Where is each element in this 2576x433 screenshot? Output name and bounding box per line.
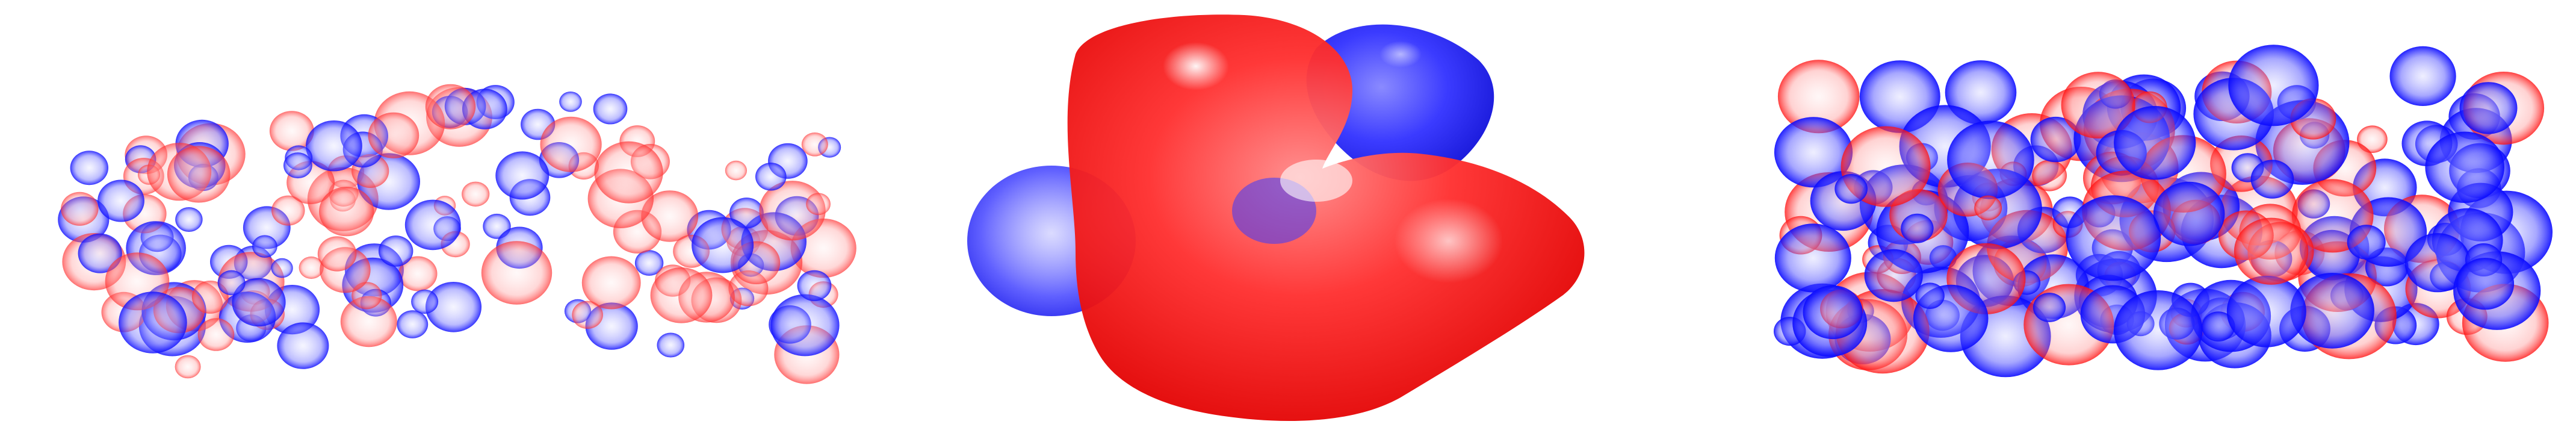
specular-highlight-blue — [1379, 41, 1422, 67]
positive-lobe — [232, 278, 286, 327]
negative-lobe — [1774, 223, 1851, 293]
negative-lobe — [1901, 213, 1934, 243]
negative-lobe — [175, 207, 203, 232]
negative-lobe — [78, 233, 122, 273]
negative-lobe — [2226, 275, 2306, 347]
inner-cavity — [1280, 160, 1352, 202]
negative-lobe — [2404, 233, 2471, 293]
negative-lobe-top-right — [1306, 24, 1494, 181]
negative-lobe — [755, 163, 787, 191]
negative-lobe — [368, 112, 420, 158]
negative-lobe — [1803, 285, 1863, 340]
positive-lobe — [317, 236, 357, 272]
positive-lobe — [425, 84, 476, 129]
positive-lobe — [801, 132, 828, 157]
negative-lobe — [191, 281, 229, 314]
orbital-lobes-right — [1774, 45, 2553, 378]
positive-lobe — [1777, 60, 1860, 134]
negative-lobe — [650, 267, 713, 323]
negative-lobe — [197, 318, 235, 351]
orbital-panel-right — [1717, 0, 2576, 433]
negative-lobe — [1915, 282, 1945, 309]
negative-lobe — [657, 332, 685, 358]
negative-lobe — [2033, 293, 2066, 322]
orbital-render-center — [967, 14, 1585, 421]
negative-lobe — [572, 301, 603, 329]
negative-lobe — [2228, 45, 2319, 126]
negative-lobe — [2250, 160, 2294, 199]
negative-lobe — [271, 195, 305, 226]
positive-lobe — [1974, 195, 2002, 220]
negative-lobe — [481, 241, 553, 305]
negative-lobe — [98, 179, 144, 222]
negative-lobe — [379, 235, 413, 267]
negative-lobe — [411, 289, 439, 314]
negative-lobe — [1834, 174, 1868, 204]
specular-highlight-top — [1163, 42, 1229, 90]
positive-lobe — [398, 256, 438, 291]
positive-lobe — [426, 282, 481, 332]
negative-lobe — [2459, 82, 2518, 134]
positive-lobe — [283, 152, 312, 179]
negative-lobe — [770, 294, 840, 357]
negative-lobe — [299, 256, 324, 279]
positive-lobe — [2061, 72, 2135, 139]
positive-lobe — [271, 258, 293, 278]
positive-lobe — [594, 141, 663, 204]
positive-lobe — [797, 270, 832, 301]
negative-lobe — [2456, 258, 2515, 310]
orbital-render-right — [1774, 45, 2553, 378]
negative-lobe — [593, 93, 628, 125]
negative-lobe — [2347, 225, 2386, 260]
negative-lobe — [559, 92, 582, 112]
negative-lobe — [319, 187, 374, 237]
positive-lobe — [404, 199, 461, 251]
negative-lobe — [1774, 117, 1853, 188]
positive-lobe — [692, 217, 754, 273]
positive-lobe — [725, 160, 747, 181]
negative-lobe — [2425, 131, 2504, 203]
negative-lobe — [2389, 46, 2456, 106]
positive-lobe — [462, 181, 490, 207]
orbital-panel-left — [0, 0, 859, 433]
negative-lobe — [2290, 273, 2374, 349]
positive-lobe — [277, 322, 329, 369]
negative-lobe — [2202, 311, 2235, 341]
negative-lobe — [2114, 106, 2196, 180]
positive-lobe — [61, 192, 99, 226]
negative-lobe — [641, 190, 699, 242]
negative-lobe — [729, 198, 764, 229]
negative-lobe — [2153, 181, 2225, 246]
positive-lobe — [2234, 217, 2309, 285]
negative-lobe — [2030, 116, 2081, 163]
positive-lobe — [2357, 125, 2388, 153]
positive-lobe — [397, 310, 429, 338]
negative-lobe — [269, 111, 314, 151]
negative-lobe — [634, 250, 664, 276]
orbital-panel-center — [859, 0, 1717, 433]
negative-lobe — [581, 256, 641, 310]
orbital-render-left — [58, 84, 856, 384]
negative-lobe — [217, 270, 246, 296]
positive-lobe — [2032, 160, 2067, 192]
orbital-lobes-left — [58, 84, 856, 384]
specular-highlight-right — [1395, 199, 1503, 283]
negative-lobe — [1947, 120, 2034, 199]
negative-lobe — [175, 355, 201, 379]
positive-lobe — [759, 181, 826, 241]
positive-lobe — [70, 151, 108, 185]
negative-lobe — [306, 120, 362, 172]
negative-lobe — [340, 296, 397, 347]
positive-lobe — [540, 116, 602, 172]
negative-lobe — [2066, 195, 2161, 281]
negative-lobe — [167, 146, 231, 203]
positive-lobe-main — [1067, 14, 1585, 421]
negative-lobe — [806, 193, 831, 216]
positive-lobe — [119, 291, 187, 354]
negative-lobe — [2114, 290, 2203, 370]
positive-lobe — [252, 235, 277, 258]
negative-lobe — [495, 151, 550, 200]
negative-lobe — [1864, 249, 1923, 302]
